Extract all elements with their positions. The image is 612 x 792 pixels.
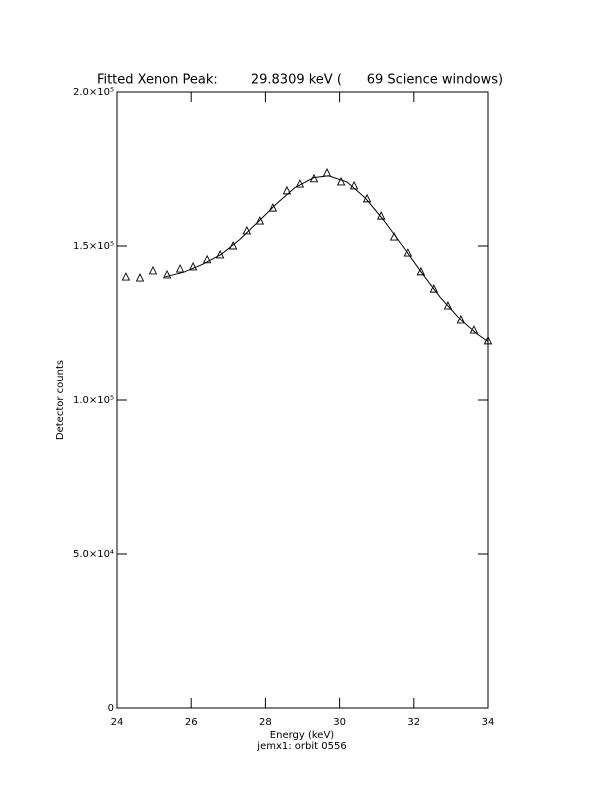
data-point [282,185,292,195]
y-axis-label: Detector counts [55,360,66,440]
data-point [228,240,238,250]
data-point [416,266,426,276]
x-tick-label: 30 [333,717,346,728]
data-point [456,314,466,324]
data-point [121,272,131,281]
x-tick-label: 24 [111,717,124,728]
data-point [336,176,346,186]
x-tick-label: 34 [482,717,495,728]
y-tick-label: 1.0×10⁵ [73,395,114,406]
y-tick-label: 5.0×10⁴ [73,549,114,560]
x-axis-label: Energy (keV) [270,730,335,741]
y-tick-label: 0 [108,703,114,714]
data-point [148,265,158,275]
data-point [268,203,278,212]
x-tick-label: 32 [407,717,420,728]
x-tick-label: 28 [259,717,272,728]
data-point [429,284,439,293]
data-point [175,264,185,273]
chart-title: Fitted Xenon Peak: 29.8309 keV ( 69 Scie… [97,73,503,88]
footnote: jemx1: orbit 0556 [256,741,346,752]
y-tick-label: 1.5×10⁵ [73,241,114,252]
data-point [135,273,145,282]
data-point [349,180,359,190]
data-point [162,269,172,279]
x-tick-label: 26 [185,717,198,728]
data-point [443,301,453,310]
data-point [255,216,265,225]
fit-line [165,175,489,342]
data-point [202,254,212,264]
data-point [188,261,198,271]
data-point [403,248,413,257]
y-tick-label: 2.0×10⁵ [73,87,114,98]
